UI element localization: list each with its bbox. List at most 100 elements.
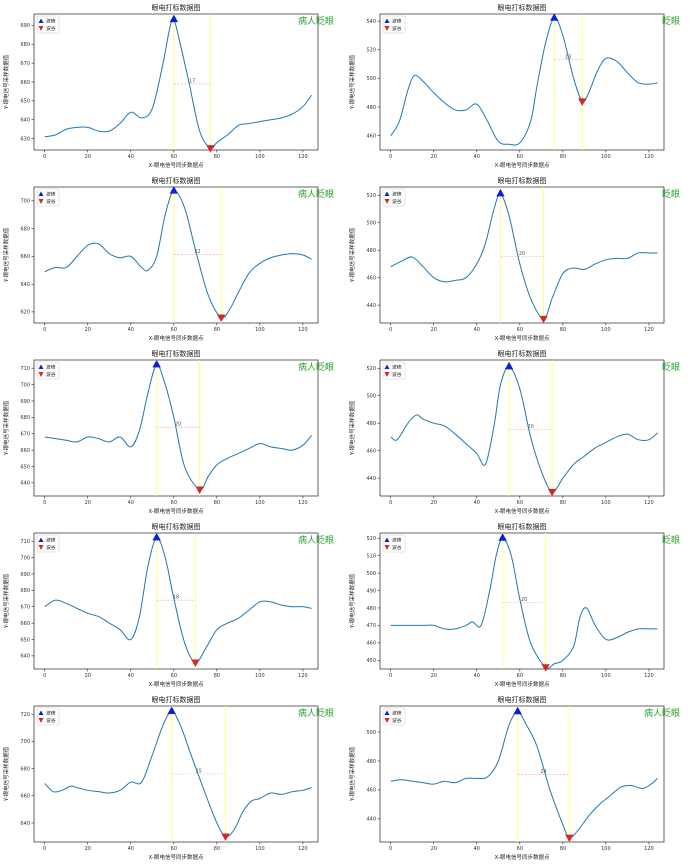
legend-valley-icon — [38, 718, 44, 723]
x-tick-label: 40 — [128, 154, 134, 160]
legend-valley-label: 波谷 — [46, 371, 56, 378]
y-tick-label: 670 — [20, 605, 30, 611]
x-tick-label: 100 — [255, 846, 265, 852]
legend-peak-icon — [384, 710, 390, 715]
distance-label: 20 — [527, 424, 533, 430]
x-tick-label: 20 — [431, 154, 437, 160]
y-tick-label: 640 — [20, 481, 30, 487]
y-tick-label: 510 — [366, 553, 376, 559]
x-tick-label: 100 — [601, 327, 611, 333]
legend-box — [382, 15, 406, 34]
legend-valley-icon — [384, 372, 390, 377]
x-tick-label: 20 — [431, 846, 437, 852]
plot-frame — [33, 705, 319, 843]
y-tick-label: 440 — [366, 817, 376, 823]
y-axis-label: Y-眼电信号采样数据值 — [2, 400, 10, 456]
x-tick-label: 120 — [298, 154, 308, 160]
chart-svg: 眼电打标数据图 0 20 40 60 80 100 120 640 650 660 670 680 690… — [2, 349, 334, 515]
x-tick-label: 120 — [644, 673, 654, 679]
x-tick-label: 100 — [601, 154, 611, 160]
x-tick-label: 60 — [517, 154, 523, 160]
y-tick-label: 460 — [366, 788, 376, 794]
legend-valley-label: 波谷 — [46, 25, 56, 32]
x-tick-label: 20 — [431, 500, 437, 506]
x-tick-label: 0 — [389, 673, 392, 679]
peak-marker — [152, 359, 161, 368]
y-axis-label: Y-眼电信号采样数据值 — [348, 746, 356, 802]
chart-title: 眼电打标数据图 — [152, 176, 201, 185]
y-tick-label: 500 — [366, 571, 376, 577]
x-axis-label: X-眼电信号同步数据点 — [495, 161, 550, 169]
x-tick-label: 100 — [255, 154, 265, 160]
chart-svg: 眼电打标数据图 0 20 40 60 80 100 120 440 460 480 500 X-眼电信号… — [348, 695, 680, 861]
chart-svg: 眼电打标数据图 0 20 40 60 80 100 120 620 640 660 680 700 X-眼… — [2, 176, 334, 342]
x-tick-label: 60 — [171, 327, 177, 333]
legend-peak-label: 波峰 — [46, 537, 56, 544]
y-tick-label: 520 — [366, 193, 376, 199]
chart-svg: 眼电打标数据图 0 20 40 60 80 100 120 640 650 660 670 680 690… — [2, 522, 334, 688]
x-tick-label: 60 — [171, 673, 177, 679]
chart-panel-9: 眼电打标数据图 0 20 40 60 80 100 120 640 660 680 700 720 X-眼… — [0, 692, 346, 865]
chart-svg: 眼电打标数据图 0 20 40 60 80 100 120 440 460 480 500 520 X-眼… — [348, 349, 680, 515]
plot-frame — [379, 705, 665, 843]
x-axis-label: X-眼电信号同步数据点 — [495, 680, 550, 688]
blink-label: 病人眨眼 — [644, 707, 680, 719]
signal-line — [44, 537, 312, 663]
x-tick-label: 60 — [517, 327, 523, 333]
legend-peak-icon — [384, 364, 390, 369]
legend-valley-label: 波谷 — [392, 25, 402, 32]
signal-line — [44, 710, 312, 838]
valley-marker — [191, 659, 200, 667]
blink-label: 病人眨眼 — [298, 707, 334, 719]
y-axis-label: Y-眼电信号采样数据值 — [2, 746, 10, 802]
x-tick-label: 40 — [474, 846, 480, 852]
y-axis-label: Y-眼电信号采样数据值 — [2, 573, 10, 629]
legend-peak-icon — [38, 364, 44, 369]
y-tick-label: 680 — [20, 766, 30, 772]
valley-marker — [578, 98, 587, 106]
x-axis-label: X-眼电信号同步数据点 — [149, 680, 204, 688]
valley-marker — [539, 315, 548, 324]
y-tick-label: 480 — [366, 105, 376, 111]
legend-peak-icon — [38, 710, 44, 715]
chart-title: 眼电打标数据图 — [498, 176, 547, 185]
distance-label: 18 — [173, 595, 179, 601]
chart-title: 眼电打标数据图 — [152, 522, 201, 531]
x-tick-label: 100 — [601, 846, 611, 852]
legend-valley-icon — [384, 26, 390, 31]
y-tick-label: 700 — [20, 382, 30, 388]
legend-box — [36, 534, 60, 553]
signal-line — [44, 364, 312, 491]
legend-peak-label: 波峰 — [392, 710, 402, 717]
plot-frame — [33, 186, 319, 324]
y-tick-label: 680 — [20, 415, 30, 421]
x-tick-label: 100 — [601, 500, 611, 506]
x-tick-label: 60 — [517, 500, 523, 506]
distance-label: 20 — [175, 422, 181, 428]
y-axis-label: Y-眼电信号采样数据值 — [348, 227, 356, 283]
x-tick-label: 100 — [255, 673, 265, 679]
y-tick-label: 700 — [20, 199, 30, 205]
peak-marker — [169, 186, 179, 194]
y-tick-label: 640 — [20, 821, 30, 827]
y-tick-label: 650 — [20, 99, 30, 105]
x-tick-label: 40 — [128, 846, 134, 852]
chart-panel-6: 眼电打标数据图 0 20 40 60 80 100 120 440 460 480 500 520 X-眼… — [346, 346, 692, 519]
distance-label: 25 — [195, 769, 201, 775]
valley-marker — [206, 145, 215, 153]
y-tick-label: 480 — [366, 759, 376, 765]
y-tick-label: 670 — [20, 61, 30, 67]
y-tick-label: 680 — [20, 42, 30, 48]
chart-svg: 眼电打标数据图 0 20 40 60 80 100 120 450 460 470 480 490 500… — [348, 522, 680, 688]
legend-peak-label: 波峰 — [46, 364, 56, 371]
y-tick-label: 450 — [366, 658, 376, 664]
x-axis-label: X-眼电信号同步数据点 — [149, 507, 204, 515]
chart-svg: 眼电打标数据图 0 20 40 60 80 100 120 640 660 680 700 720 X-眼… — [2, 695, 334, 861]
y-axis-label: Y-眼电信号采样数据值 — [2, 54, 10, 110]
y-tick-label: 500 — [366, 730, 376, 736]
